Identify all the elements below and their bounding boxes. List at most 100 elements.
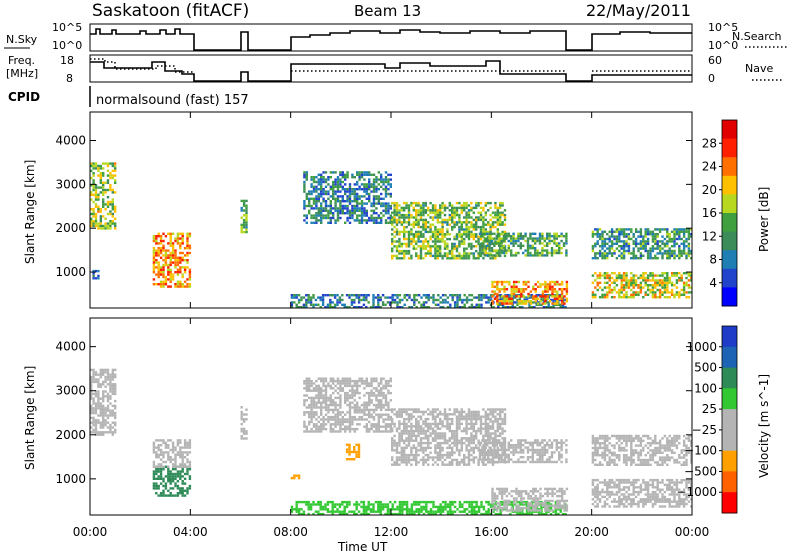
power-echo-cell (164, 283, 168, 286)
power-echo-cell (425, 294, 428, 297)
power-echo-cell (517, 232, 520, 235)
power-echo-cell (99, 164, 102, 168)
power-echo-cell (320, 219, 323, 222)
power-echo-cell (451, 294, 454, 297)
velocity-echo-cell (97, 433, 100, 436)
power-echo-cell (188, 285, 192, 288)
power-echo-cell (415, 252, 418, 255)
velocity-echo-cell (97, 421, 100, 424)
velocity-echo-cell (102, 426, 105, 429)
velocity-echo-cell (92, 375, 95, 379)
power-echo-cell (331, 301, 334, 304)
power-echo-cell (654, 291, 657, 294)
velocity-echo-cell (188, 463, 192, 466)
velocity-echo-cell (419, 429, 423, 433)
power-echo-cell (389, 204, 392, 208)
power-echo-cell (531, 244, 534, 247)
power-echo-cell (348, 188, 352, 191)
velocity-echo-cell (332, 430, 335, 433)
power-echo-cell (551, 285, 554, 288)
power-echo-cell (336, 209, 340, 212)
power-echo-cell (508, 297, 511, 300)
power-echo-cell (615, 284, 619, 287)
power-echo-cell (341, 195, 344, 198)
velocity-echo-cell (437, 505, 440, 509)
velocity-echo-cell (415, 449, 418, 452)
velocity-echo-cell (353, 427, 356, 431)
velocity-echo-cell (410, 439, 413, 442)
power-echo-cell (353, 204, 356, 208)
velocity-echo-cell (372, 430, 376, 433)
power-echo-cell (380, 176, 383, 179)
power-echo-cell (157, 266, 160, 269)
velocity-echo-cell (332, 418, 335, 421)
power-echo-cell (498, 290, 501, 293)
power-echo-cell (94, 184, 98, 187)
power-echo-cell (334, 180, 337, 184)
power-echo-cell (478, 249, 482, 252)
power-echo-cell (324, 178, 328, 181)
power-echo-cell (329, 303, 332, 306)
power-echo-cell (106, 164, 110, 168)
velocity-echo-cell (97, 431, 100, 434)
velocity-echo-cell (324, 391, 328, 395)
velocity-echo-cell (401, 508, 404, 511)
power-echo-cell (470, 298, 474, 302)
velocity-echo-cell (99, 409, 102, 412)
power-echo-cell (541, 249, 544, 252)
power-echo-cell (564, 298, 567, 302)
power-echo-cell (382, 183, 385, 186)
velocity-echo-cell (449, 508, 452, 511)
velocity-echo-cell (104, 385, 107, 388)
power-echo-cell (565, 283, 569, 286)
velocity-echo-cell (398, 408, 401, 411)
power-echo-cell (666, 286, 669, 289)
velocity-echo-cell (174, 458, 177, 461)
power-echo-cell (382, 214, 385, 217)
power-echo-cell (527, 292, 530, 296)
velocity-echo-cell (92, 416, 95, 420)
velocity-echo-cell (245, 430, 248, 433)
power-echo-cell (634, 293, 638, 296)
power-echo-cell (527, 295, 530, 298)
velocity-echo-cell (329, 430, 332, 433)
power-echo-cell (498, 239, 501, 243)
power-echo-cell (690, 276, 693, 280)
power-echo-cell (608, 245, 611, 248)
power-echo-cell (346, 173, 349, 176)
power-echo-cell (443, 213, 447, 217)
velocity-echo-cell (360, 403, 364, 407)
velocity-echo-cell (403, 453, 406, 457)
velocity-echo-cell (240, 415, 243, 419)
velocity-echo-cell (415, 463, 418, 466)
power-echo-cell (322, 200, 325, 203)
velocity-echo-cell (334, 389, 337, 392)
velocity-echo-cell (400, 458, 403, 462)
velocity-echo-cell (152, 441, 156, 444)
power-echo-cell (503, 223, 507, 226)
velocity-echo-cell (162, 484, 165, 488)
power-echo-cell (513, 306, 517, 309)
velocity-echo-cell (407, 461, 411, 464)
power-echo-cell (162, 275, 165, 279)
velocity-echo-cell (157, 453, 160, 456)
power-echo-cell (310, 197, 313, 200)
power-echo-cell (322, 209, 325, 212)
power-echo-cell (603, 293, 607, 296)
power-echo-cell (320, 178, 323, 181)
power-echo-cell (97, 274, 100, 278)
power-echo-cell (336, 216, 340, 220)
velocity-echo-cell (410, 437, 413, 440)
power-echo-cell (104, 222, 107, 225)
velocity-echo-cell (181, 487, 184, 490)
power-echo-cell (403, 225, 406, 229)
velocity-echo-cell (407, 432, 411, 435)
velocity-echo-cell (405, 510, 409, 513)
power-echo-cell (92, 179, 95, 182)
power-echo-cell (618, 245, 621, 248)
power-echo-cell (242, 226, 246, 229)
power-echo-cell (613, 279, 616, 282)
velocity-echo-cell (102, 368, 105, 372)
power-echo-cell (656, 233, 659, 236)
power-echo-cell (436, 213, 439, 217)
